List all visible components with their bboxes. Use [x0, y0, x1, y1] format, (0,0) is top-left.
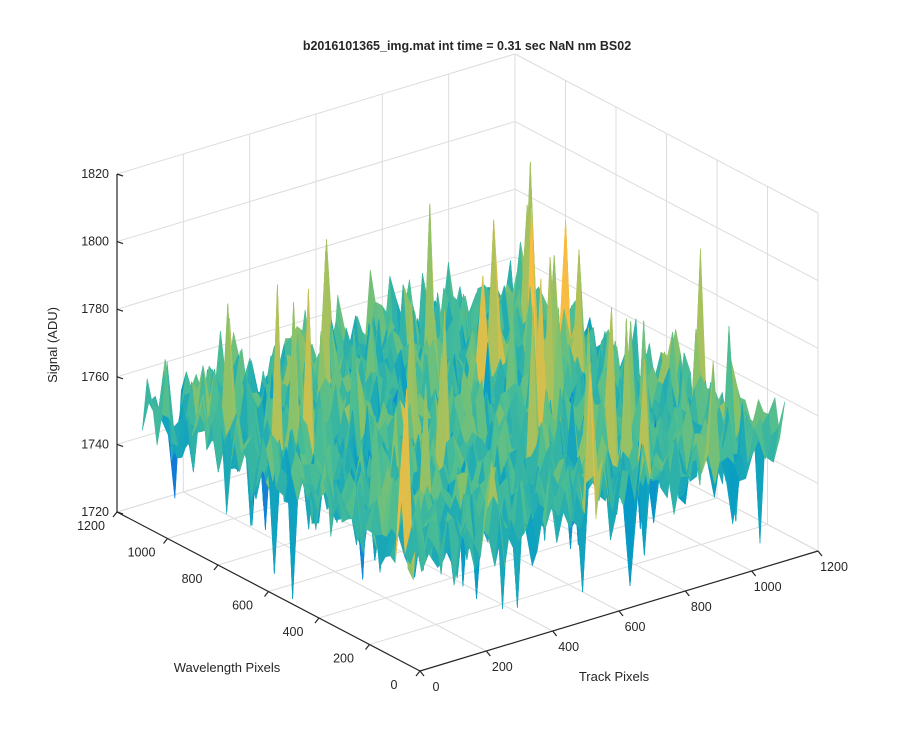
- z-tick-label: 1780: [81, 302, 109, 316]
- z-axis-label: Signal (ADU): [45, 307, 60, 383]
- chart-title: b2016101365_img.mat int time = 0.31 sec …: [303, 39, 631, 53]
- x-tick-mark: [751, 570, 757, 577]
- x-axis-label: Track Pixels: [579, 669, 650, 684]
- x-tick-mark: [419, 670, 425, 677]
- x-tick-label: 200: [492, 660, 513, 674]
- y-axis-label: Wavelength Pixels: [174, 660, 281, 675]
- tick-labels: 0 200 400 600 800 1000 1200 0 200 400 600 800 1000 12…: [77, 167, 848, 694]
- y-tick-mark: [314, 617, 320, 624]
- surface-cell: [414, 516, 427, 573]
- back-wall-grid-line: [116, 121, 516, 243]
- x-tick-label: 600: [625, 620, 646, 634]
- z-tick-mark: [116, 443, 124, 447]
- x-tick-label: 800: [691, 600, 712, 614]
- y-tick-mark: [415, 670, 421, 677]
- z-tick-mark: [116, 376, 124, 380]
- x-tick-mark: [485, 650, 491, 657]
- y-tick-mark: [213, 564, 219, 571]
- y-tick-label: 0: [391, 678, 398, 692]
- y-tick-label: 400: [283, 625, 304, 639]
- z-tick-label: 1740: [81, 437, 109, 451]
- x-tick-mark: [817, 550, 823, 557]
- y-tick-mark: [365, 644, 370, 650]
- x-tick-mark: [552, 630, 558, 637]
- axes: [112, 173, 823, 677]
- y-tick-label: 600: [232, 599, 253, 613]
- floor-grid-line: [369, 524, 768, 645]
- surface-mesh: [142, 161, 786, 610]
- x-tick-label: 400: [558, 640, 579, 654]
- x-tick-mark: [684, 590, 690, 597]
- y-tick-mark: [163, 538, 168, 544]
- y-tick-label: 800: [182, 572, 203, 586]
- side-wall-grid-line: [514, 188, 819, 349]
- back-wall-grid-line: [116, 188, 516, 310]
- y-tick-label: 1200: [77, 519, 105, 533]
- z-tick-label: 1760: [81, 370, 109, 384]
- y-tick-mark: [264, 591, 269, 597]
- y-tick-label: 200: [333, 652, 354, 666]
- z-tick-mark: [116, 241, 124, 245]
- back-wall-grid-line: [116, 53, 516, 175]
- x-tick-label: 0: [433, 680, 440, 694]
- z-tick-mark: [116, 511, 124, 515]
- z-tick-label: 1800: [81, 235, 109, 249]
- side-wall-grid-line: [514, 53, 819, 214]
- x-tick-mark: [618, 610, 624, 617]
- surface-cell: [142, 378, 154, 431]
- side-wall-grid-line: [514, 121, 819, 282]
- x-tick-label: 1000: [754, 580, 782, 594]
- y-tick-label: 1000: [128, 546, 156, 560]
- z-tick-mark: [116, 173, 124, 177]
- x-tick-label: 1200: [820, 560, 848, 574]
- z-tick-mark: [116, 308, 124, 312]
- z-tick-label: 1720: [81, 505, 109, 519]
- y-tick-mark: [112, 511, 118, 518]
- z-tick-label: 1820: [81, 167, 109, 181]
